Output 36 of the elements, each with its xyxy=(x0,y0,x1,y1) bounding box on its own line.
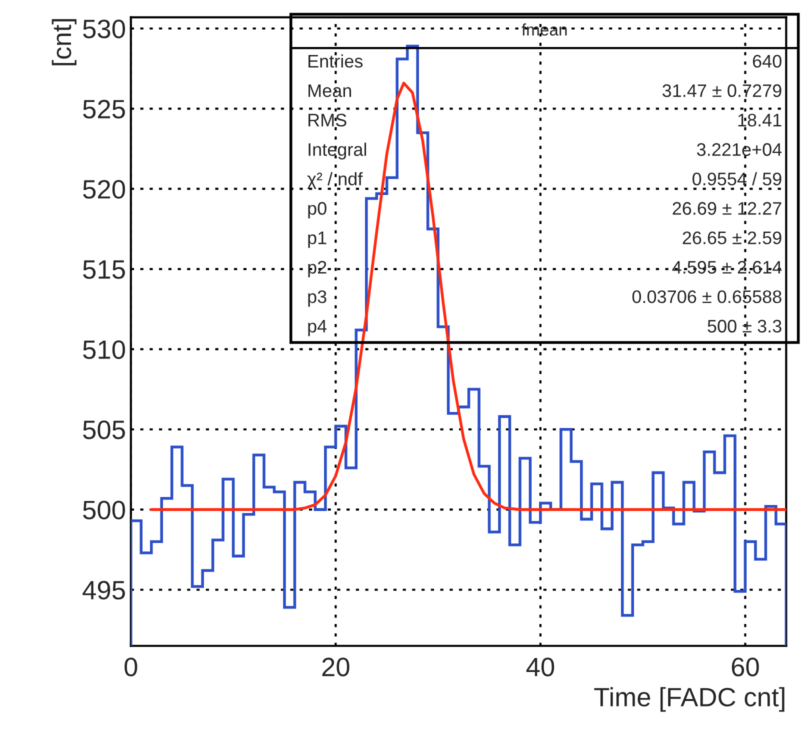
y-tick-label: 520 xyxy=(83,180,126,199)
x-tick-label: 20 xyxy=(322,658,350,676)
annotation: 3.221e+04 xyxy=(696,143,782,156)
annotation: p4 xyxy=(308,320,327,336)
annotation: p3 xyxy=(308,290,326,307)
y-tick-label: 505 xyxy=(83,420,125,440)
annotation: fmean xyxy=(522,23,567,36)
annotation: χ² / ndf xyxy=(307,172,363,189)
annotation: p1 xyxy=(308,232,326,248)
annotation: Integral xyxy=(308,142,366,160)
y-tick-label: 495 xyxy=(82,580,125,600)
annotation: p0 xyxy=(308,202,326,218)
annotation: Mean xyxy=(308,84,352,98)
y-tick-label: 515 xyxy=(83,260,125,279)
annotation: 640 xyxy=(752,54,782,68)
annotation: 4.595 ± 2.614 xyxy=(672,260,782,274)
x-tick-label: 60 xyxy=(732,658,759,676)
x-axis-title: Time [FADC cnt] xyxy=(594,687,784,712)
annotation: 26.69 ± 12.27 xyxy=(672,202,782,215)
annotation: 0.03706 ± 0.65588 xyxy=(632,290,782,304)
annotation: Entries xyxy=(308,54,363,68)
line-series xyxy=(150,82,786,511)
annotation: RMS xyxy=(308,114,346,127)
y-tick-label: 525 xyxy=(83,100,125,118)
x-tick-label: 0 xyxy=(124,658,138,676)
annotation: p2 xyxy=(308,260,326,278)
annotation: 0.9554 / 59 xyxy=(692,172,782,186)
y-axis-title: [cnt] xyxy=(52,19,76,66)
annotation: 18.41 xyxy=(738,114,782,127)
y-tick-label: 510 xyxy=(83,340,126,360)
annotation: 500 ± 3.3 xyxy=(708,320,782,333)
x-tick-label: 40 xyxy=(526,658,554,676)
y-tick-label: 500 xyxy=(83,500,126,520)
annotation: 26.65 ± 2.59 xyxy=(682,231,782,244)
y-tick-label: 530 xyxy=(83,20,126,38)
annotation: 31.47 ± 0.7279 xyxy=(662,84,782,98)
